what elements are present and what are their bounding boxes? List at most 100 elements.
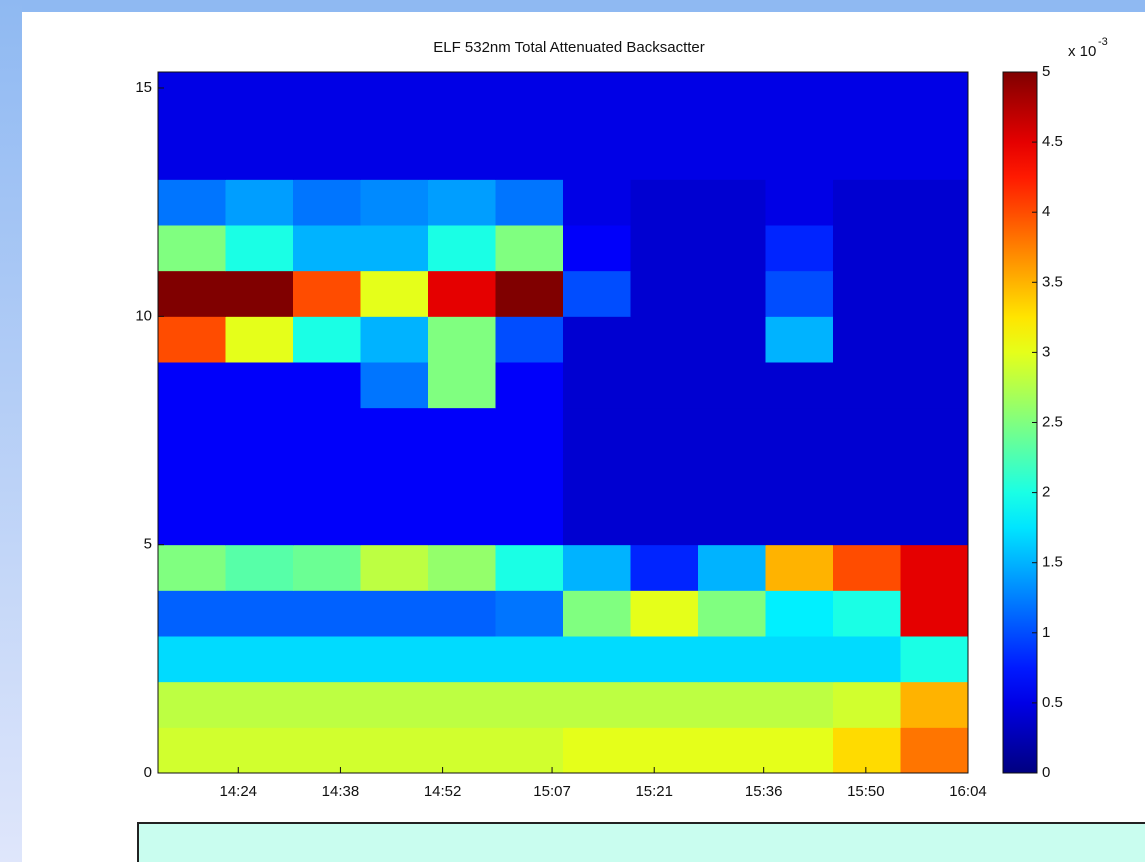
heatmap-cell (158, 225, 226, 271)
heatmap-cell (293, 545, 361, 591)
heatmap-cell (563, 453, 631, 499)
heatmap-cell (563, 72, 631, 88)
heatmap-cell (563, 225, 631, 271)
heatmap-cell (766, 408, 834, 454)
heatmap-cell (361, 499, 429, 545)
heatmap-cell (226, 590, 294, 636)
heatmap-cell (428, 545, 496, 591)
heatmap-cell (496, 134, 564, 180)
heatmap-cell (361, 316, 429, 362)
heatmap-cell (766, 225, 834, 271)
heatmap-cell (226, 636, 294, 682)
note-box (137, 822, 1145, 862)
heatmap-cell (766, 499, 834, 545)
heatmap-cell (698, 271, 766, 317)
heatmap-cell (901, 134, 969, 180)
y-tick-label: 10 (135, 307, 152, 324)
heatmap-cell (766, 316, 834, 362)
heatmap-cell (496, 590, 564, 636)
colorbar-tick-label: 3.5 (1042, 273, 1063, 290)
heatmap-cell (833, 88, 901, 134)
heatmap-cell (361, 545, 429, 591)
heatmap-cell (901, 727, 969, 773)
heatmap-cell (833, 362, 901, 408)
heatmap-cell (698, 727, 766, 773)
heatmap-cell (901, 271, 969, 317)
heatmap-cell (496, 499, 564, 545)
heatmap-cell (496, 72, 564, 88)
heatmap-cell (361, 453, 429, 499)
heatmap-cell (833, 636, 901, 682)
heatmap-cell (361, 682, 429, 728)
y-tick-label: 5 (144, 536, 152, 553)
heatmap-cell (563, 316, 631, 362)
heatmap-cell (158, 179, 226, 225)
heatmap-cell (158, 545, 226, 591)
heatmap-cell (496, 88, 564, 134)
chart: ELF 532nm Total Attenuated Backsactter x… (0, 0, 1145, 862)
heatmap-cell (901, 362, 969, 408)
heatmap-cell (158, 499, 226, 545)
heatmap-cell (158, 362, 226, 408)
heatmap-cell (361, 271, 429, 317)
heatmap-cell (766, 271, 834, 317)
heatmap-cell (428, 134, 496, 180)
heatmap-cell (833, 682, 901, 728)
x-tick-label: 15:07 (533, 783, 571, 800)
x-tick-label: 16:04 (949, 783, 987, 800)
heatmap-cell (631, 134, 699, 180)
heatmap-cell (833, 72, 901, 88)
heatmap-cell (766, 88, 834, 134)
colorbar-tick-label: 4.5 (1042, 133, 1063, 150)
heatmap-cell (226, 727, 294, 773)
heatmap-cell (901, 72, 969, 88)
heatmap-cell (698, 316, 766, 362)
heatmap-cell (631, 316, 699, 362)
colorbar-tick-label: 3 (1042, 343, 1050, 360)
heatmap-cell (428, 88, 496, 134)
heatmap-cell (563, 499, 631, 545)
heatmap-cell (428, 727, 496, 773)
heatmap-cell (698, 72, 766, 88)
heatmap-cell (631, 72, 699, 88)
heatmap-cell (631, 499, 699, 545)
heatmap-cell (496, 316, 564, 362)
heatmap-cell (901, 225, 969, 271)
heatmap-cell (158, 453, 226, 499)
heatmap-cell (293, 72, 361, 88)
heatmap-cell (766, 636, 834, 682)
heatmap-cell (158, 727, 226, 773)
colorbar-tick-label: 2 (1042, 484, 1050, 501)
heatmap-cell (293, 636, 361, 682)
heatmap-cell (833, 727, 901, 773)
heatmap-cell (766, 545, 834, 591)
heatmap-cell (563, 271, 631, 317)
heatmap-cell (361, 134, 429, 180)
heatmap-cell (293, 408, 361, 454)
heatmap-cell (833, 225, 901, 271)
heatmap-cell (631, 727, 699, 773)
heatmap-cell (901, 179, 969, 225)
heatmap-cell (226, 225, 294, 271)
heatmap-cell (361, 88, 429, 134)
heatmap-cell (293, 134, 361, 180)
heatmap-cell (563, 88, 631, 134)
heatmap-cell (901, 499, 969, 545)
heatmap-cell (563, 682, 631, 728)
x-tick-label: 14:24 (219, 783, 257, 800)
x-tick-label: 14:38 (322, 783, 360, 800)
y-tick-label: 15 (135, 79, 152, 96)
heatmap-cell (226, 134, 294, 180)
colorbar (1003, 72, 1037, 773)
colorbar-tick-label: 4 (1042, 203, 1050, 220)
heatmap-cell (293, 88, 361, 134)
chart-title: ELF 532nm Total Attenuated Backsactter (433, 39, 705, 56)
heatmap-cell (428, 362, 496, 408)
heatmap-cell (901, 88, 969, 134)
heatmap-cell (293, 179, 361, 225)
y-tick-label: 0 (144, 764, 152, 781)
heatmap-cell (833, 316, 901, 362)
heatmap-cell (766, 453, 834, 499)
x-tick-label: 14:52 (424, 783, 462, 800)
heatmap-cell (226, 545, 294, 591)
